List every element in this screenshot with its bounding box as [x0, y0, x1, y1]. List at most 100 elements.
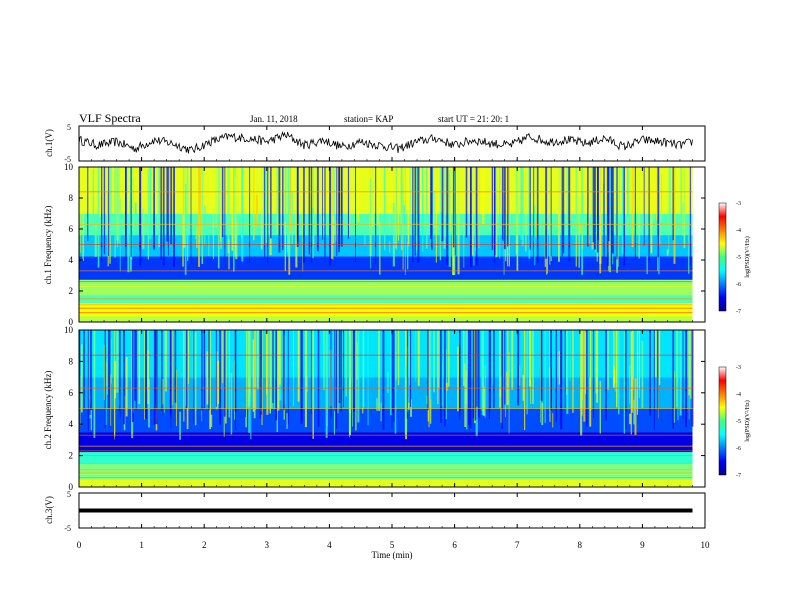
sferic-streak [580, 330, 583, 436]
ch2-colorbar-label: log(PSD)(V²/Hz) [744, 400, 751, 441]
quiet-streak [625, 330, 627, 430]
spectrogram-band [79, 294, 693, 298]
sferic-streak [443, 167, 446, 249]
sferic-streak [641, 340, 644, 408]
sferic-streak [207, 330, 209, 395]
spectrogram-band [79, 424, 693, 427]
spectrogram-band [79, 331, 693, 335]
ch2-spectrogram-ytick-label: 6 [69, 388, 74, 398]
sferic-streak [520, 167, 523, 240]
sferic-streak [560, 167, 562, 232]
spectrogram-band [79, 229, 693, 232]
quiet-streak [560, 330, 562, 430]
sferic-streak [287, 167, 290, 257]
sferic-streak [575, 167, 578, 239]
sferic-streak [129, 201, 131, 225]
quiet-streak [249, 167, 251, 263]
sferic-streak [522, 167, 524, 246]
sferic-streak [204, 205, 206, 246]
spectrogram-band [79, 359, 693, 362]
quiet-streak [561, 167, 563, 257]
sferic-streak [417, 330, 420, 386]
sferic-streak [276, 330, 278, 433]
spectrogram-band [79, 256, 693, 259]
quiet-streak [597, 167, 599, 241]
quiet-streak [550, 330, 552, 411]
quiet-streak [101, 167, 103, 263]
sferic-streak [132, 178, 134, 227]
spectrogram-band [79, 479, 693, 482]
sferic-streak [286, 413, 288, 429]
spectrogram-band [79, 260, 693, 263]
spectrogram-band [79, 398, 693, 402]
sferic-streak [245, 417, 247, 428]
sferic-streak [271, 330, 273, 409]
quiet-streak [278, 167, 281, 253]
sferic-streak [364, 223, 366, 246]
sferic-streak [389, 215, 391, 227]
quiet-streak [586, 330, 588, 427]
quiet-streak [347, 167, 349, 239]
spectrogram-band [79, 180, 693, 183]
spectrogram-band [79, 198, 693, 201]
quiet-streak [104, 330, 106, 428]
sferic-streak [511, 330, 514, 390]
sferic-streak [529, 330, 532, 387]
sferic-streak [312, 330, 314, 439]
sferic-streak [80, 167, 82, 253]
sferic-streak [437, 330, 439, 405]
quiet-streak [308, 167, 310, 255]
quiet-streak [446, 167, 449, 265]
quiet-streak [270, 167, 272, 239]
sferic-streak [666, 249, 669, 256]
quiet-streak [459, 330, 461, 420]
sferic-streak [186, 167, 188, 215]
ch3-waveform-ytick-bottom: -5 [64, 524, 71, 533]
spectrogram-band [79, 363, 693, 366]
sferic-streak [114, 388, 116, 437]
spectrogram-band [79, 211, 693, 214]
sferic-streak [169, 167, 170, 219]
quiet-streak [79, 330, 81, 425]
sferic-streak [356, 167, 357, 216]
ch1-spectrogram-ytick-label: 6 [69, 224, 74, 234]
spectrogram-band [79, 463, 693, 466]
spectrogram-band [79, 369, 693, 372]
time-tick-label: 1 [139, 540, 144, 550]
sferic-streak [643, 167, 645, 227]
spectrogram-band [79, 215, 693, 218]
quiet-streak [330, 330, 332, 419]
quiet-streak [201, 330, 203, 411]
sferic-streak [668, 167, 670, 254]
spectrogram-band [79, 298, 693, 302]
spectrogram-band [79, 320, 693, 322]
sferic-streak [148, 378, 150, 428]
quiet-streak [691, 330, 694, 427]
quiet-streak [689, 167, 691, 265]
quiet-streak [406, 330, 408, 419]
sferic-streak [255, 194, 258, 227]
ch2-colorbar-ramp [718, 366, 727, 476]
sferic-streak [546, 167, 549, 230]
sferic-streak [558, 208, 560, 222]
sferic-streak [441, 363, 443, 406]
sferic-streak [165, 330, 167, 392]
spectrogram-band [79, 477, 693, 480]
spectrogram-band [79, 292, 693, 296]
sferic-streak [608, 207, 611, 273]
sferic-streak [658, 330, 661, 385]
sferic-streak [378, 330, 380, 411]
sferic-streak [333, 167, 335, 229]
quiet-streak [338, 330, 341, 403]
quiet-streak [296, 167, 299, 247]
sferic-streak [465, 369, 467, 404]
sferic-streak [183, 167, 185, 216]
quiet-streak [494, 167, 496, 256]
spectrogram-band [79, 217, 693, 220]
quiet-streak [501, 330, 503, 429]
sferic-streak [653, 167, 655, 220]
sferic-streak [636, 330, 638, 415]
spectrogram-band [79, 306, 693, 309]
quiet-streak [125, 167, 127, 260]
sferic-streak [507, 330, 509, 389]
